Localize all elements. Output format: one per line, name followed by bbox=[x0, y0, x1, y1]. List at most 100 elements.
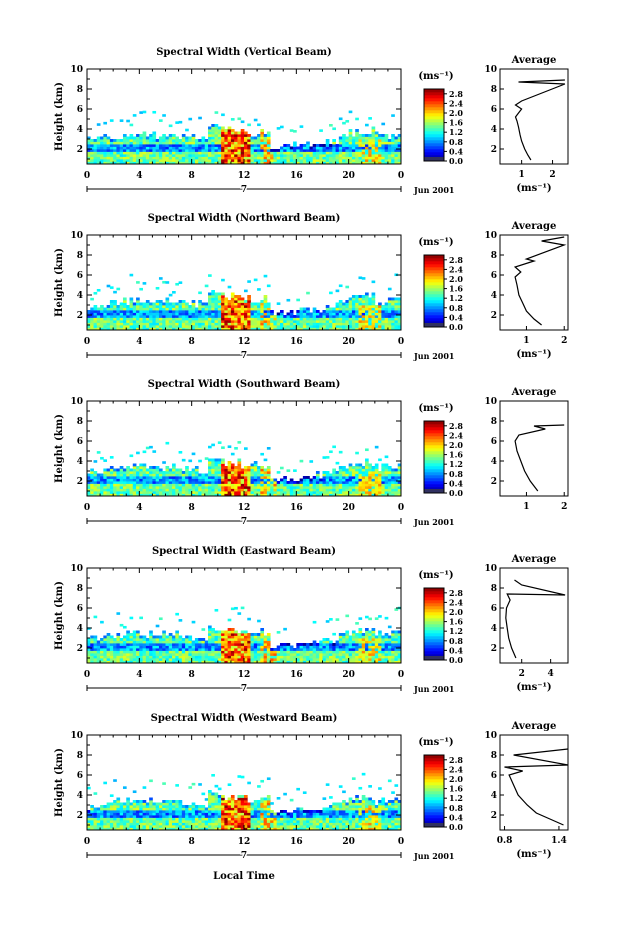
heatmap-cell bbox=[240, 491, 245, 494]
heatmap-cell bbox=[136, 154, 140, 157]
heatmap-cell bbox=[244, 493, 248, 497]
colorbar-segment bbox=[424, 264, 444, 268]
heatmap-cell bbox=[263, 478, 268, 482]
heatmap-cell bbox=[96, 317, 101, 321]
heatmap-cell bbox=[230, 322, 235, 326]
heatmap-cell bbox=[224, 325, 229, 328]
heatmap-cell bbox=[165, 144, 170, 147]
heatmap-cell bbox=[342, 655, 346, 659]
heatmap-cell bbox=[384, 325, 389, 328]
heatmap-cell bbox=[289, 325, 294, 328]
heatmap-cell bbox=[368, 159, 372, 162]
heatmap-cell bbox=[234, 312, 238, 316]
heatmap-cell bbox=[162, 280, 166, 284]
heatmap-cell bbox=[87, 648, 91, 651]
heatmap-cell bbox=[191, 310, 196, 313]
heatmap-cell bbox=[381, 322, 386, 326]
heatmap-cell bbox=[87, 493, 91, 497]
heatmap-cell bbox=[113, 161, 117, 165]
heatmap-cell bbox=[329, 645, 333, 649]
heatmap-cell bbox=[237, 146, 242, 150]
heatmap-cell bbox=[230, 141, 235, 145]
heatmap-cell bbox=[155, 300, 160, 303]
heatmap-cell bbox=[211, 648, 215, 651]
heatmap-cell bbox=[100, 653, 104, 656]
heatmap-cell bbox=[152, 468, 157, 472]
heatmap-cell bbox=[191, 473, 196, 477]
heatmap-cell bbox=[240, 322, 245, 326]
heatmap-cell bbox=[162, 630, 166, 634]
heatmap-cell bbox=[247, 310, 251, 313]
heatmap-cell bbox=[270, 312, 274, 316]
heatmap-cell bbox=[250, 317, 255, 321]
heatmap-cell bbox=[175, 322, 179, 326]
heatmap-cell bbox=[237, 645, 242, 649]
heatmap-cell bbox=[270, 320, 274, 323]
heatmap-cell bbox=[358, 302, 363, 306]
heatmap-cell bbox=[106, 643, 111, 646]
heatmap-cell bbox=[279, 310, 284, 313]
heatmap-cell bbox=[100, 317, 104, 321]
heatmap-cell bbox=[230, 131, 235, 135]
heatmap-cell bbox=[172, 481, 176, 484]
heatmap-cell bbox=[394, 146, 399, 150]
heatmap-cell bbox=[270, 648, 274, 651]
heatmap-cell bbox=[194, 327, 199, 331]
heatmap-cell bbox=[221, 146, 225, 150]
heatmap-cell bbox=[263, 312, 268, 316]
heatmap-cell bbox=[283, 154, 287, 157]
heatmap-cell bbox=[224, 305, 229, 308]
heatmap-cell bbox=[194, 493, 199, 497]
heatmap-cell bbox=[165, 466, 170, 469]
heatmap-cell bbox=[257, 310, 261, 313]
heatmap-cell bbox=[87, 149, 91, 152]
heatmap-cell bbox=[188, 159, 193, 162]
heatmap-cell bbox=[208, 310, 212, 313]
heatmap-cell bbox=[381, 325, 386, 328]
heatmap-cell bbox=[345, 473, 350, 477]
heatmap-cell bbox=[276, 631, 281, 634]
heatmap-cell bbox=[142, 635, 147, 639]
heatmap-cell bbox=[113, 483, 117, 487]
average-y-tick-label: 10 bbox=[484, 231, 497, 241]
heatmap-cell bbox=[253, 660, 258, 664]
heatmap-cell bbox=[185, 149, 189, 152]
heatmap-cell bbox=[345, 322, 350, 326]
heatmap-cell bbox=[335, 461, 340, 465]
heatmap-cell bbox=[368, 139, 372, 142]
heatmap-cell bbox=[253, 633, 258, 636]
heatmap-cell bbox=[335, 486, 340, 489]
heatmap-cell bbox=[221, 458, 225, 462]
heatmap-cell bbox=[198, 300, 202, 303]
heatmap-cell bbox=[381, 650, 386, 654]
heatmap-cell bbox=[355, 481, 359, 484]
heatmap-cell bbox=[227, 315, 232, 318]
heatmap-cell bbox=[100, 136, 104, 140]
heatmap-cell bbox=[325, 307, 330, 311]
heatmap-cell bbox=[266, 149, 271, 152]
heatmap-cell bbox=[329, 648, 333, 651]
heatmap-cell bbox=[208, 136, 212, 140]
heatmap-cell bbox=[342, 302, 346, 306]
heatmap-cell bbox=[345, 149, 350, 152]
heatmap-cell bbox=[381, 468, 386, 472]
heatmap-cell bbox=[358, 468, 363, 472]
heatmap-cell bbox=[113, 144, 117, 147]
colorbar-segment bbox=[424, 469, 444, 473]
heatmap-cell bbox=[181, 327, 186, 331]
heatmap-cell bbox=[185, 128, 189, 132]
heatmap-cell bbox=[240, 325, 245, 328]
heatmap-cell bbox=[351, 327, 356, 331]
heatmap-cell bbox=[302, 159, 307, 162]
heatmap-cell bbox=[168, 635, 173, 639]
heatmap-cell bbox=[136, 491, 140, 494]
heatmap-cell bbox=[149, 630, 153, 634]
heatmap-cell bbox=[201, 144, 206, 147]
heatmap-cell bbox=[211, 443, 215, 447]
heatmap-cell bbox=[332, 481, 336, 484]
heatmap-cell bbox=[394, 471, 399, 474]
colorbar-tick-label: 2.0 bbox=[449, 607, 463, 617]
heatmap-cell bbox=[162, 149, 166, 152]
heatmap-cell bbox=[293, 658, 297, 661]
heatmap-cell bbox=[149, 325, 153, 328]
